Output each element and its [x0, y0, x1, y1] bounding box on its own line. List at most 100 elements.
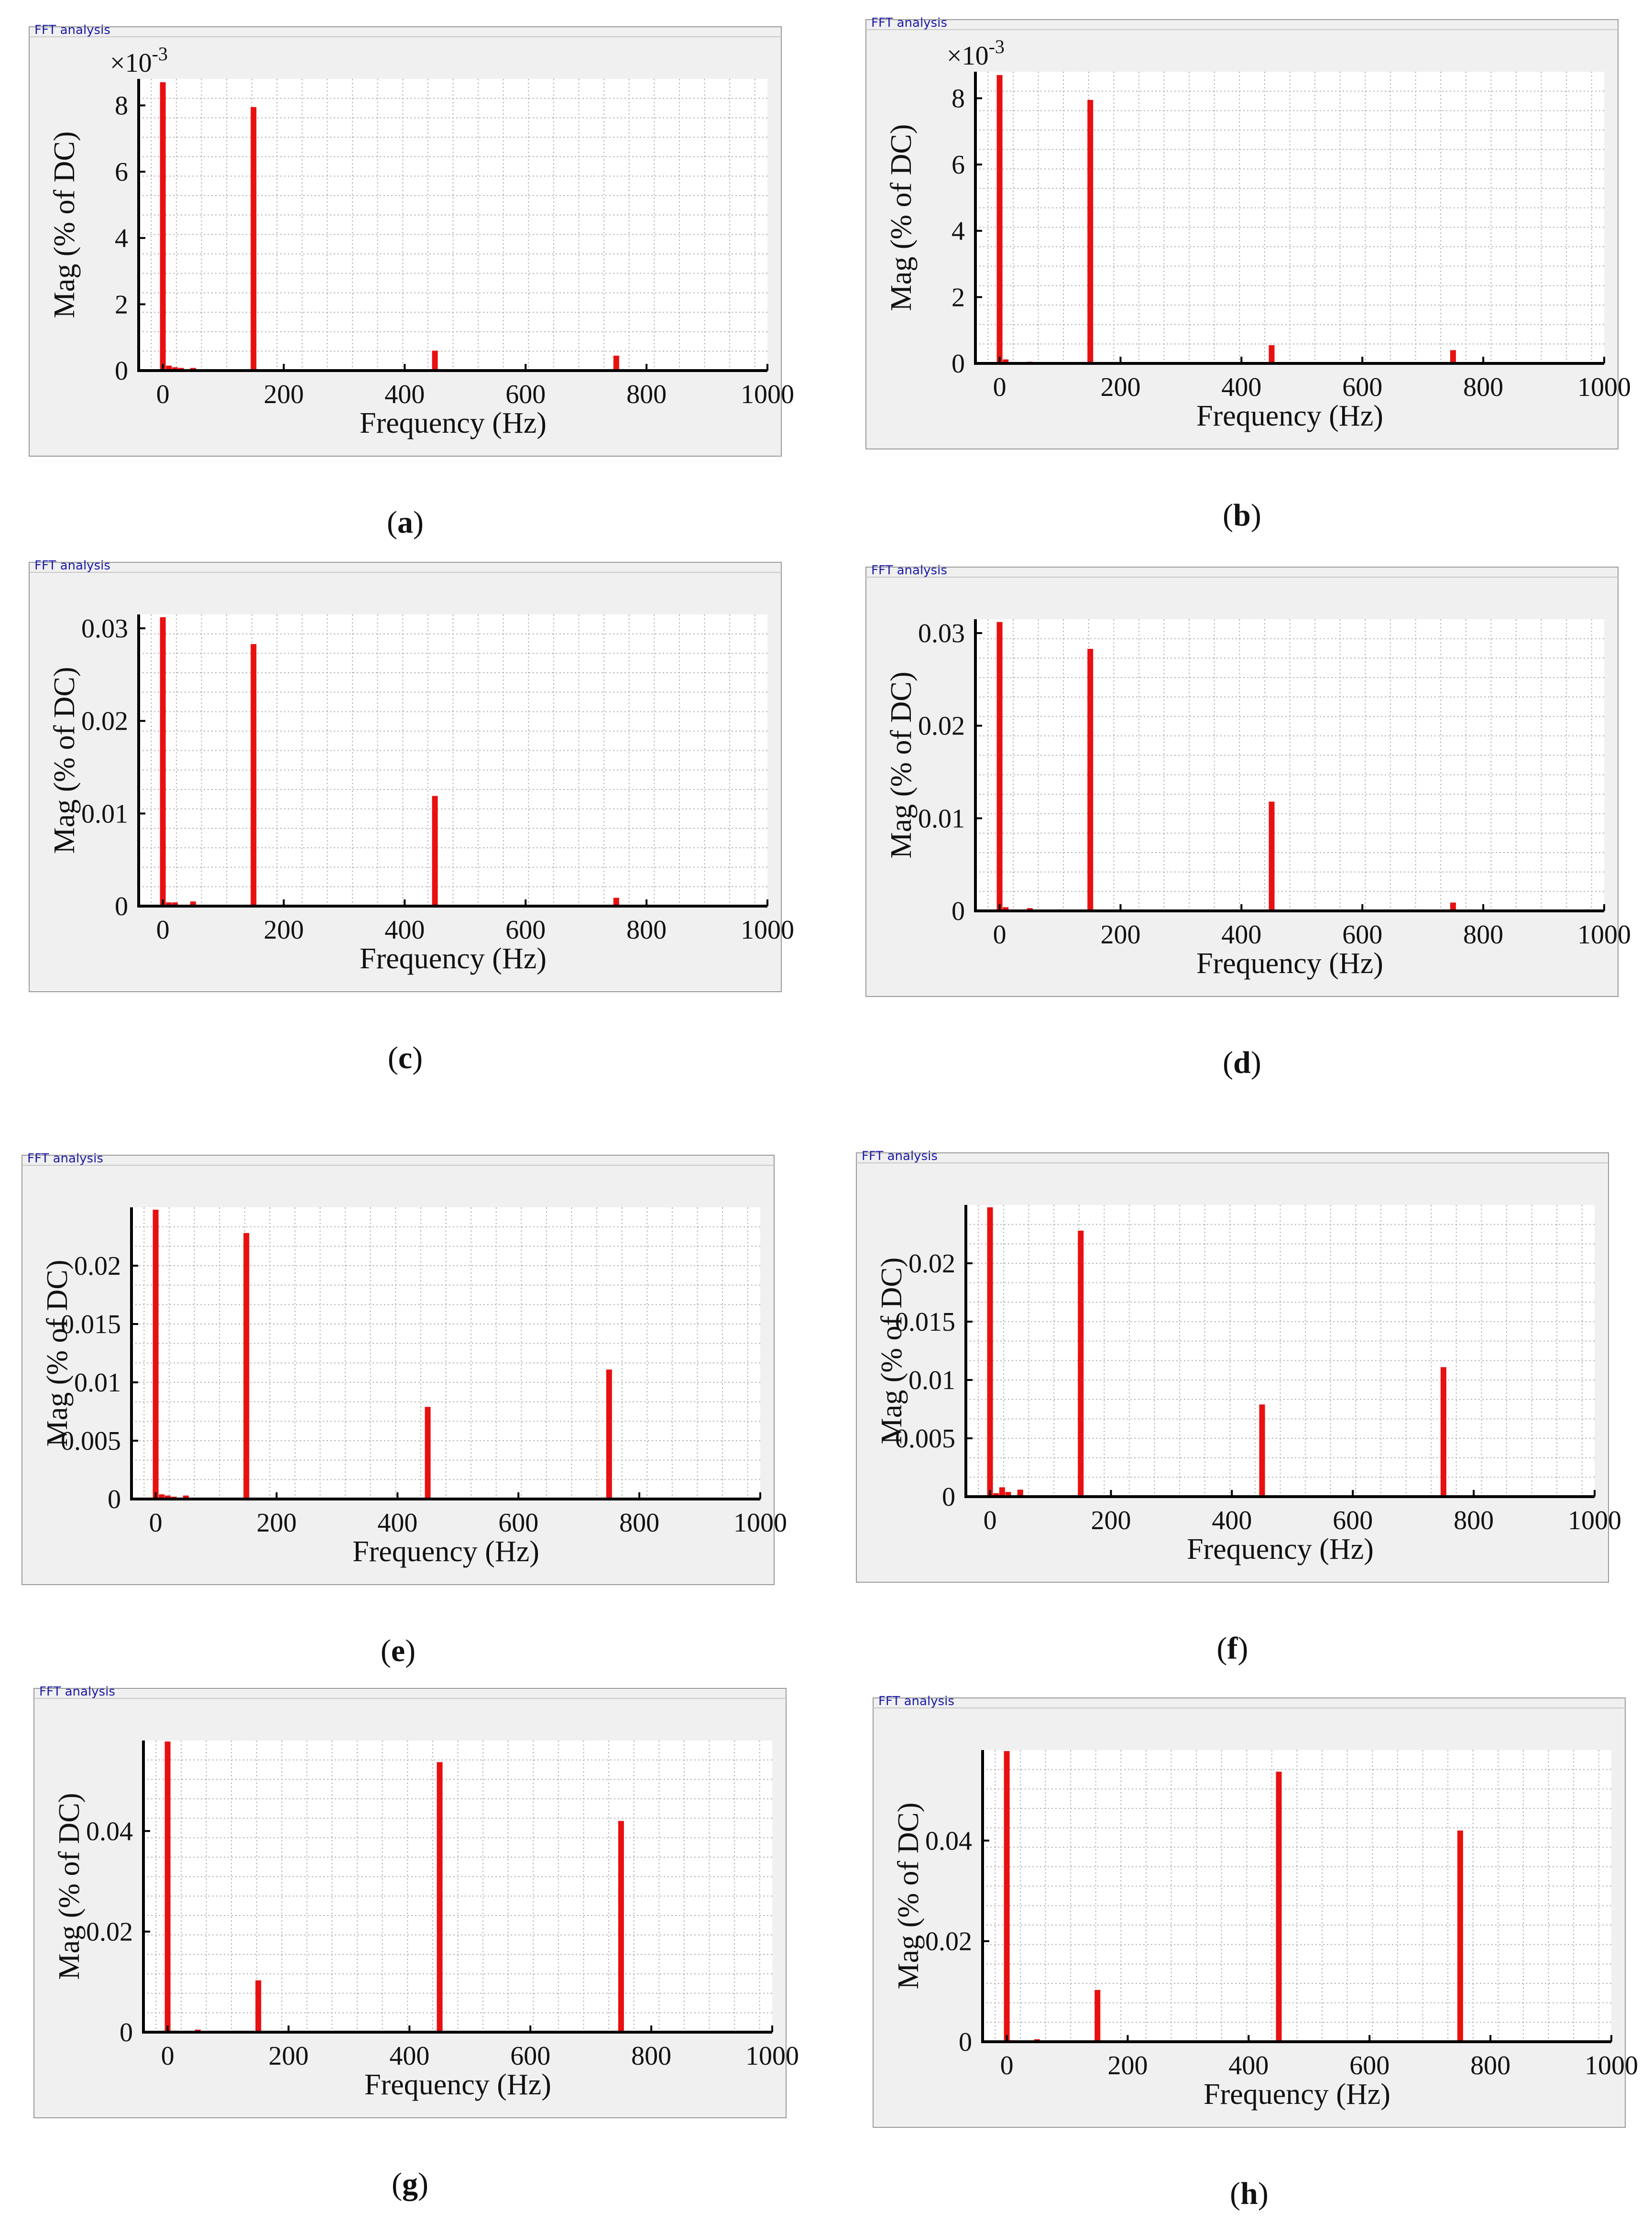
x-tick-label: 200: [1100, 920, 1140, 950]
y-tick-label: 0: [952, 897, 965, 926]
bar-0hz: [160, 82, 166, 371]
bar-0hz: [153, 1209, 159, 1499]
y-tick-label: 0.015: [61, 1310, 121, 1339]
x-tick-label: 800: [626, 380, 667, 409]
chart-panel-e: FFT analysis 0 200 400 600 800 1000 0 0.005 0.01 0…: [22, 1151, 787, 1690]
bar-50hz: [1017, 1489, 1023, 1497]
y-tick-label: 0.03: [81, 614, 128, 644]
chart-panel-a: FFT analysis 0 200 400 600 800 1000 0 2 4 6 8 ×10-3 F…: [29, 23, 794, 562]
bar-150hz: [251, 107, 257, 371]
bar-450hz: [1269, 801, 1275, 911]
bar-0hz: [987, 1207, 993, 1497]
bar-series: [987, 1207, 1446, 1497]
bar-20hz: [172, 367, 178, 371]
y-axis-label: Mag (% of DC): [48, 131, 81, 318]
x-tick-label: 400: [389, 2041, 429, 2071]
grid: [983, 1750, 1611, 2042]
bar-20hz: [999, 1487, 1005, 1497]
y-axis-label: Mag (% of DC): [875, 1258, 908, 1445]
x-tick-label: 200: [256, 1508, 296, 1538]
grid: [975, 619, 1604, 911]
grid: [131, 1207, 760, 1499]
bar-10hz: [166, 365, 172, 371]
x-tick-label: 400: [1228, 2051, 1269, 2080]
y-tick-label: 2: [115, 290, 128, 319]
bar-150hz: [1087, 99, 1094, 363]
x-tick-label: 1000: [1568, 1506, 1621, 1535]
y-axis-label: Mag (% of DC): [48, 667, 81, 854]
x-axis-label: Frequency (Hz): [1196, 947, 1383, 980]
x-tick-label: 0: [984, 1506, 997, 1535]
panel-caption: (g): [392, 2167, 428, 2201]
bar-50hz: [190, 901, 196, 906]
bar-150hz: [251, 644, 257, 906]
bar-20hz: [164, 1495, 171, 1499]
x-tick-label: 600: [1349, 2051, 1389, 2080]
x-tick-label: 1000: [745, 2041, 799, 2071]
x-tick-label: 800: [1454, 1506, 1494, 1535]
y-tick-label: 0.005: [895, 1424, 955, 1454]
x-axis-label: Frequency (Hz): [1203, 2078, 1390, 2111]
chart-panel-b: FFT analysis 0 200 400 600 800 1000 0 2 4 6 8 ×10-3 F…: [865, 16, 1631, 555]
y-tick-label: 4: [952, 217, 965, 246]
x-tick-label: 0: [149, 1508, 163, 1538]
bar-series: [996, 622, 1456, 911]
chart-panel-d: FFT analysis 0 200 400 600 800 1000 0 0.01 0.02 0.…: [865, 563, 1631, 1102]
axes: [142, 1740, 773, 2034]
bar-450hz: [1276, 1772, 1282, 2042]
x-tick-label: 0: [156, 915, 170, 945]
axes: [974, 619, 1605, 912]
x-tick-label: 600: [1333, 1506, 1373, 1535]
bar-450hz: [1269, 345, 1275, 363]
fft-analysis-label: FFT analysis: [34, 23, 110, 37]
bar-150hz: [243, 1233, 250, 1499]
caption-letter: f: [1227, 1631, 1238, 1666]
x-tick-label: 0: [993, 920, 1007, 950]
y-tick-label: 8: [952, 84, 965, 113]
x-tick-label: 1000: [733, 1508, 787, 1538]
y-tick-label: 0.02: [918, 711, 965, 741]
y-tick-label: 0.01: [81, 799, 128, 829]
y-tick-label: 0.03: [918, 619, 965, 648]
bar-750hz: [1450, 350, 1456, 363]
panel-caption: (e): [380, 1633, 416, 1668]
y-tick-label: 0.02: [925, 1927, 972, 1957]
y-tick-label: 0: [115, 892, 128, 921]
bar-450hz: [432, 796, 438, 906]
y-tick-label: 6: [115, 157, 128, 187]
y-scale-multiplier: ×10-3: [110, 43, 168, 78]
x-tick-label: 600: [498, 1508, 538, 1538]
fft-chart-g: FFT analysis 0 200 400 600 800 1000 0 0.02 0.04 Fr…: [33, 1685, 799, 2118]
x-axis-label: Frequency (Hz): [364, 2069, 551, 2101]
y-tick-label: 2: [952, 283, 965, 312]
bar-750hz: [1457, 1830, 1463, 2042]
bar-0hz: [996, 75, 1003, 363]
panel-caption: (h): [1230, 2176, 1269, 2211]
fft-chart-e: FFT analysis 0 200 400 600 800 1000 0 0.005 0.01 0…: [22, 1151, 787, 1585]
bar-0hz: [160, 617, 166, 906]
fft-analysis-label: FFT analysis: [878, 1694, 954, 1708]
axes: [974, 72, 1605, 365]
fft-analysis-label: FFT analysis: [871, 16, 947, 30]
bar-series: [164, 1741, 624, 2032]
y-tick-label: 0.01: [74, 1368, 121, 1398]
bar-450hz: [437, 1762, 443, 2032]
bar-750hz: [606, 1369, 612, 1499]
x-axis-label: Frequency (Hz): [360, 407, 547, 439]
fft-analysis-label: FFT analysis: [27, 1151, 103, 1166]
x-axis-label: Frequency (Hz): [1196, 400, 1383, 432]
x-tick-label: 400: [1212, 1506, 1252, 1535]
x-axis-label: Frequency (Hz): [360, 942, 547, 975]
y-tick-label: 8: [115, 91, 128, 120]
fft-analysis-label: FFT analysis: [39, 1685, 115, 1699]
bar-450hz: [432, 350, 438, 371]
panel-caption: (d): [1223, 1045, 1261, 1080]
bar-10hz: [1003, 359, 1009, 363]
caption-letter: e: [391, 1633, 405, 1668]
x-tick-label: 400: [377, 1508, 417, 1538]
x-tick-label: 200: [263, 380, 304, 409]
fft-chart-c: FFT analysis 0 200 400 600 800 1000 0 0.01 0.02 0.…: [29, 558, 794, 992]
bar-series: [160, 617, 619, 906]
bar-0hz: [1004, 1751, 1010, 2042]
bar-0hz: [996, 622, 1003, 911]
